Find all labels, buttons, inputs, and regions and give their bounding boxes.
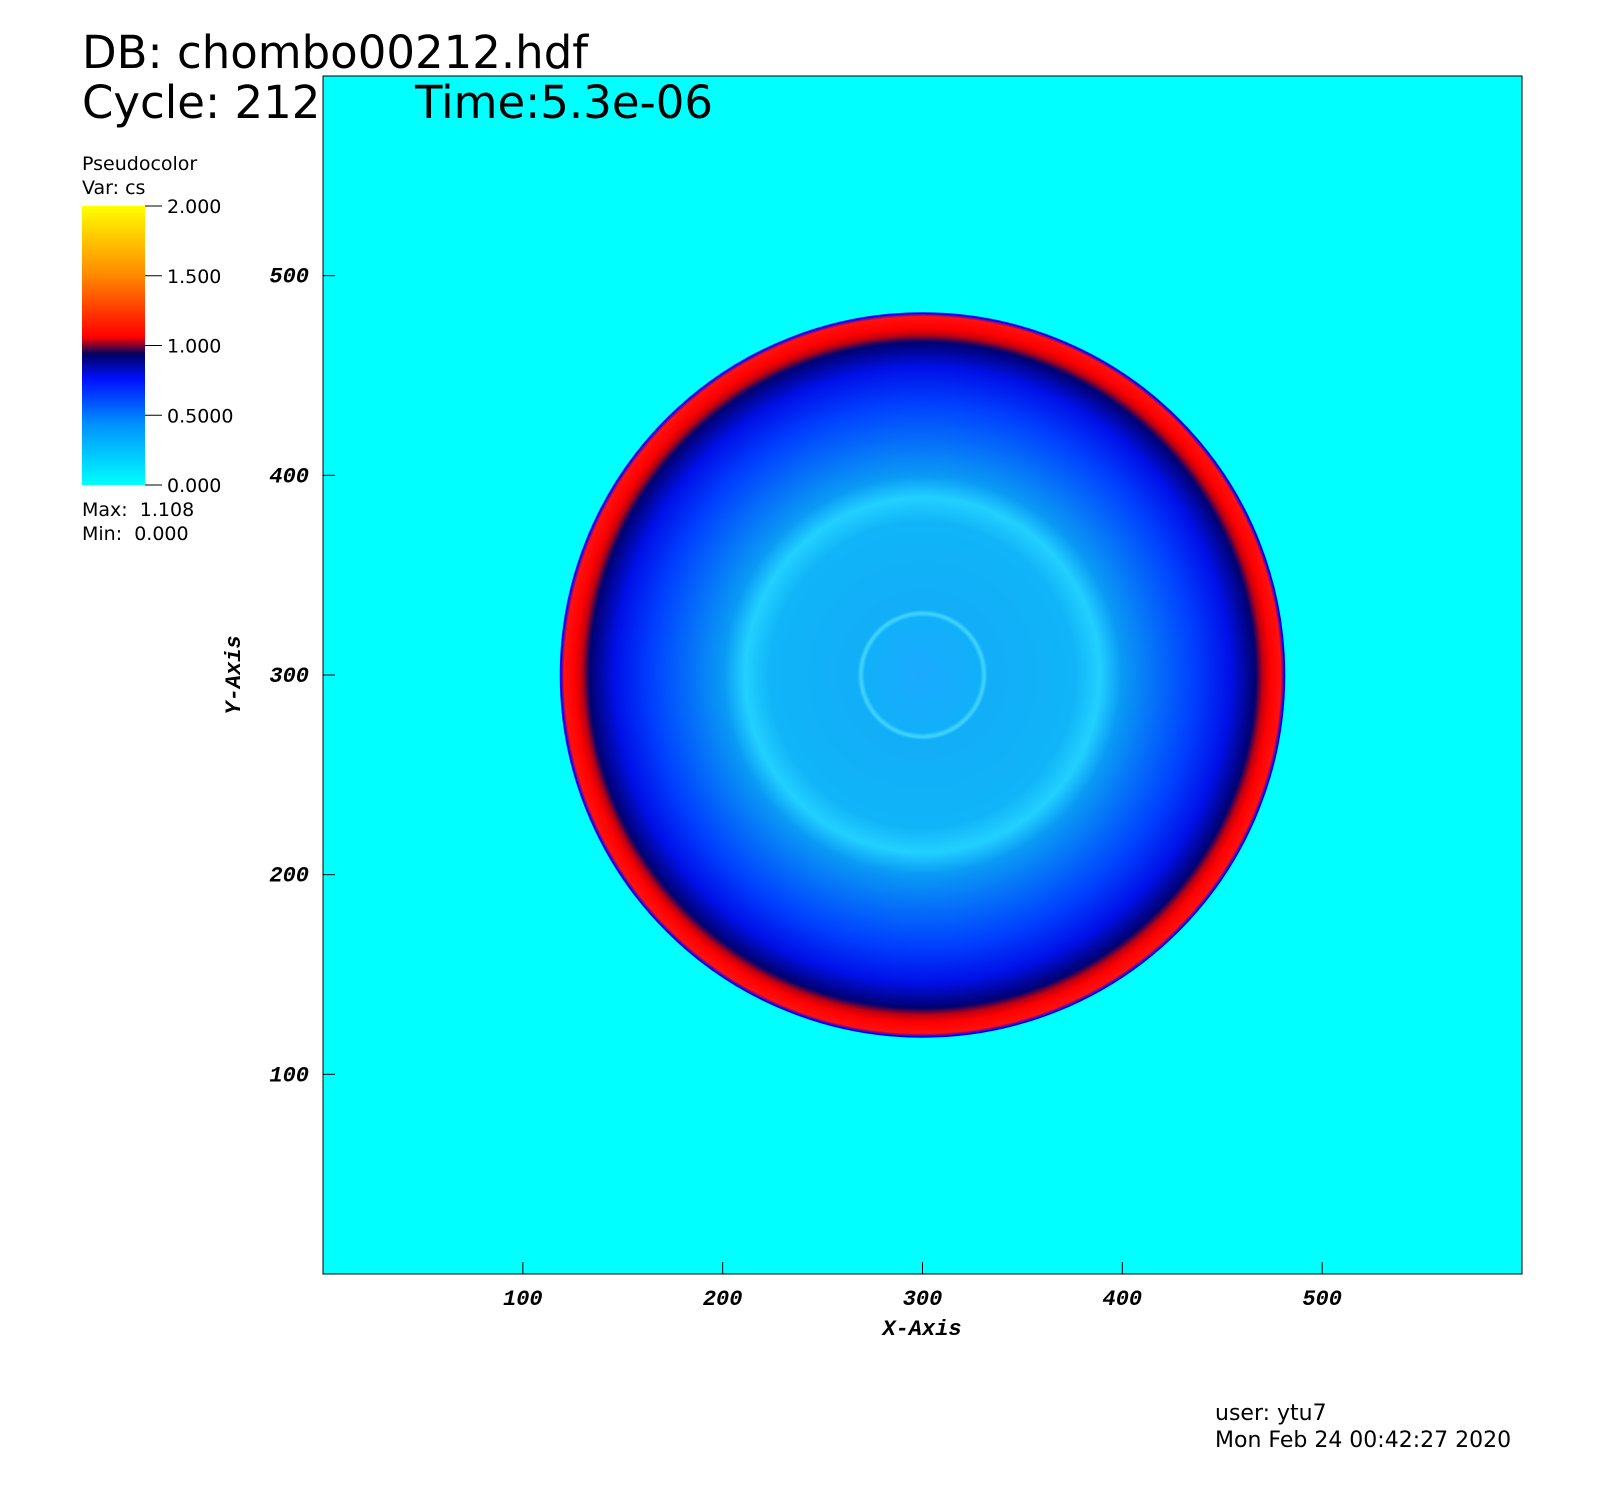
y-tick-label: 200	[269, 864, 309, 889]
y-tick-label: 400	[269, 464, 309, 489]
field-ring	[559, 312, 1286, 1038]
plot-type: Pseudocolor	[82, 153, 197, 175]
colorbar-tick-label: 2.000	[167, 196, 221, 218]
cycle: Cycle: 212	[82, 76, 320, 129]
min-label: Min: 0.000	[82, 523, 189, 545]
inner-ring	[859, 612, 986, 738]
colorbar-tick-label: 0.5000	[167, 405, 233, 427]
y-axis-label: Y-Axis	[222, 635, 247, 714]
colorbar-tick-label: 0.000	[167, 475, 221, 497]
x-tick-label: 100	[503, 1287, 543, 1312]
colorbar-tick-label: 1.000	[167, 336, 221, 358]
colorbar-tick-label: 1.500	[167, 266, 221, 288]
user: user: ytu7	[1215, 1401, 1327, 1426]
y-tick-label: 500	[269, 265, 309, 290]
x-tick-label: 300	[903, 1287, 943, 1312]
x-tick-label: 400	[1103, 1287, 1143, 1312]
variable: Var: cs	[82, 177, 145, 199]
x-axis-label: X-Axis	[880, 1317, 961, 1342]
y-tick-label: 300	[269, 664, 309, 689]
date: Mon Feb 24 00:42:27 2020	[1215, 1428, 1511, 1453]
colorbar	[82, 206, 145, 485]
time: Time:5.3e-06	[414, 76, 713, 129]
y-tick-label: 100	[269, 1063, 309, 1088]
db-title: DB: chombo00212.hdf	[82, 26, 589, 79]
x-tick-label: 500	[1302, 1287, 1342, 1312]
x-tick-label: 200	[703, 1287, 743, 1312]
max-label: Max: 1.108	[82, 499, 194, 521]
